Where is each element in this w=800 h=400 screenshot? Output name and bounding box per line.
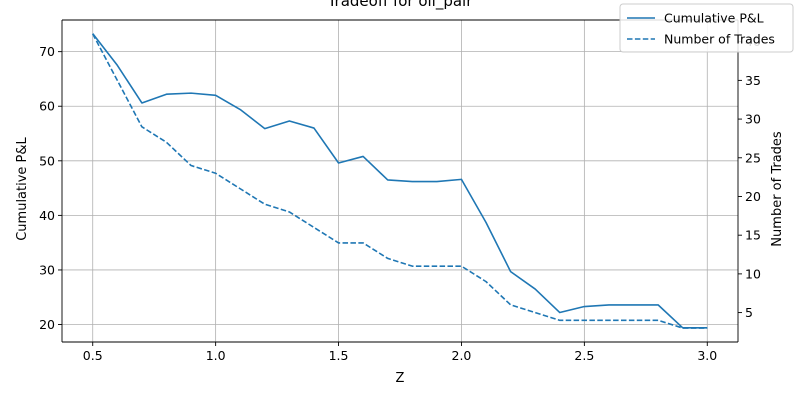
chart-title: Tradeoff for oil_pair	[327, 0, 474, 11]
plot-lines	[92, 33, 708, 329]
y2-tick-label: 5	[745, 305, 753, 320]
legend: Cumulative P&L Number of Trades	[619, 3, 794, 53]
y-tick-label: 20	[39, 317, 55, 332]
y2-tick-label: 30	[745, 112, 761, 127]
legend-label: Number of Trades	[664, 32, 775, 47]
y2-axis-label: Number of Trades	[770, 131, 785, 247]
y2-tick-label: 25	[745, 150, 761, 165]
x-tick-label: 2.0	[452, 348, 472, 363]
series-line-cumulative-pnl	[92, 33, 708, 329]
y-tick-label: 50	[39, 153, 55, 168]
x-tick-label: 0.5	[83, 348, 103, 363]
y2-tick-label: 20	[745, 189, 761, 204]
y-tick-label: 60	[39, 99, 55, 114]
x-tick-label: 3.0	[697, 348, 717, 363]
legend-label: Cumulative P&L	[664, 11, 764, 26]
legend-box	[619, 3, 794, 53]
y-tick-label: 40	[39, 208, 55, 223]
y-tick-label: 70	[39, 44, 55, 59]
y2-tick-label: 35	[745, 73, 761, 88]
y-axis-label: Cumulative P&L	[15, 136, 30, 240]
x-tick-label: 1.0	[206, 348, 226, 363]
y-tick-label: 30	[39, 262, 55, 277]
x-axis-label: Z	[396, 371, 405, 386]
x-tick-label: 1.5	[329, 348, 349, 363]
gridlines	[62, 20, 738, 342]
y2-tick-label: 15	[745, 228, 761, 243]
x-tick-label: 2.5	[574, 348, 594, 363]
y2-tick-label: 10	[745, 266, 761, 281]
axes: 0.5 1.0 1.5 2.0 2.5 3.0 20 30 40 50 60 70 5 10 15 20 25 3…	[39, 19, 761, 363]
